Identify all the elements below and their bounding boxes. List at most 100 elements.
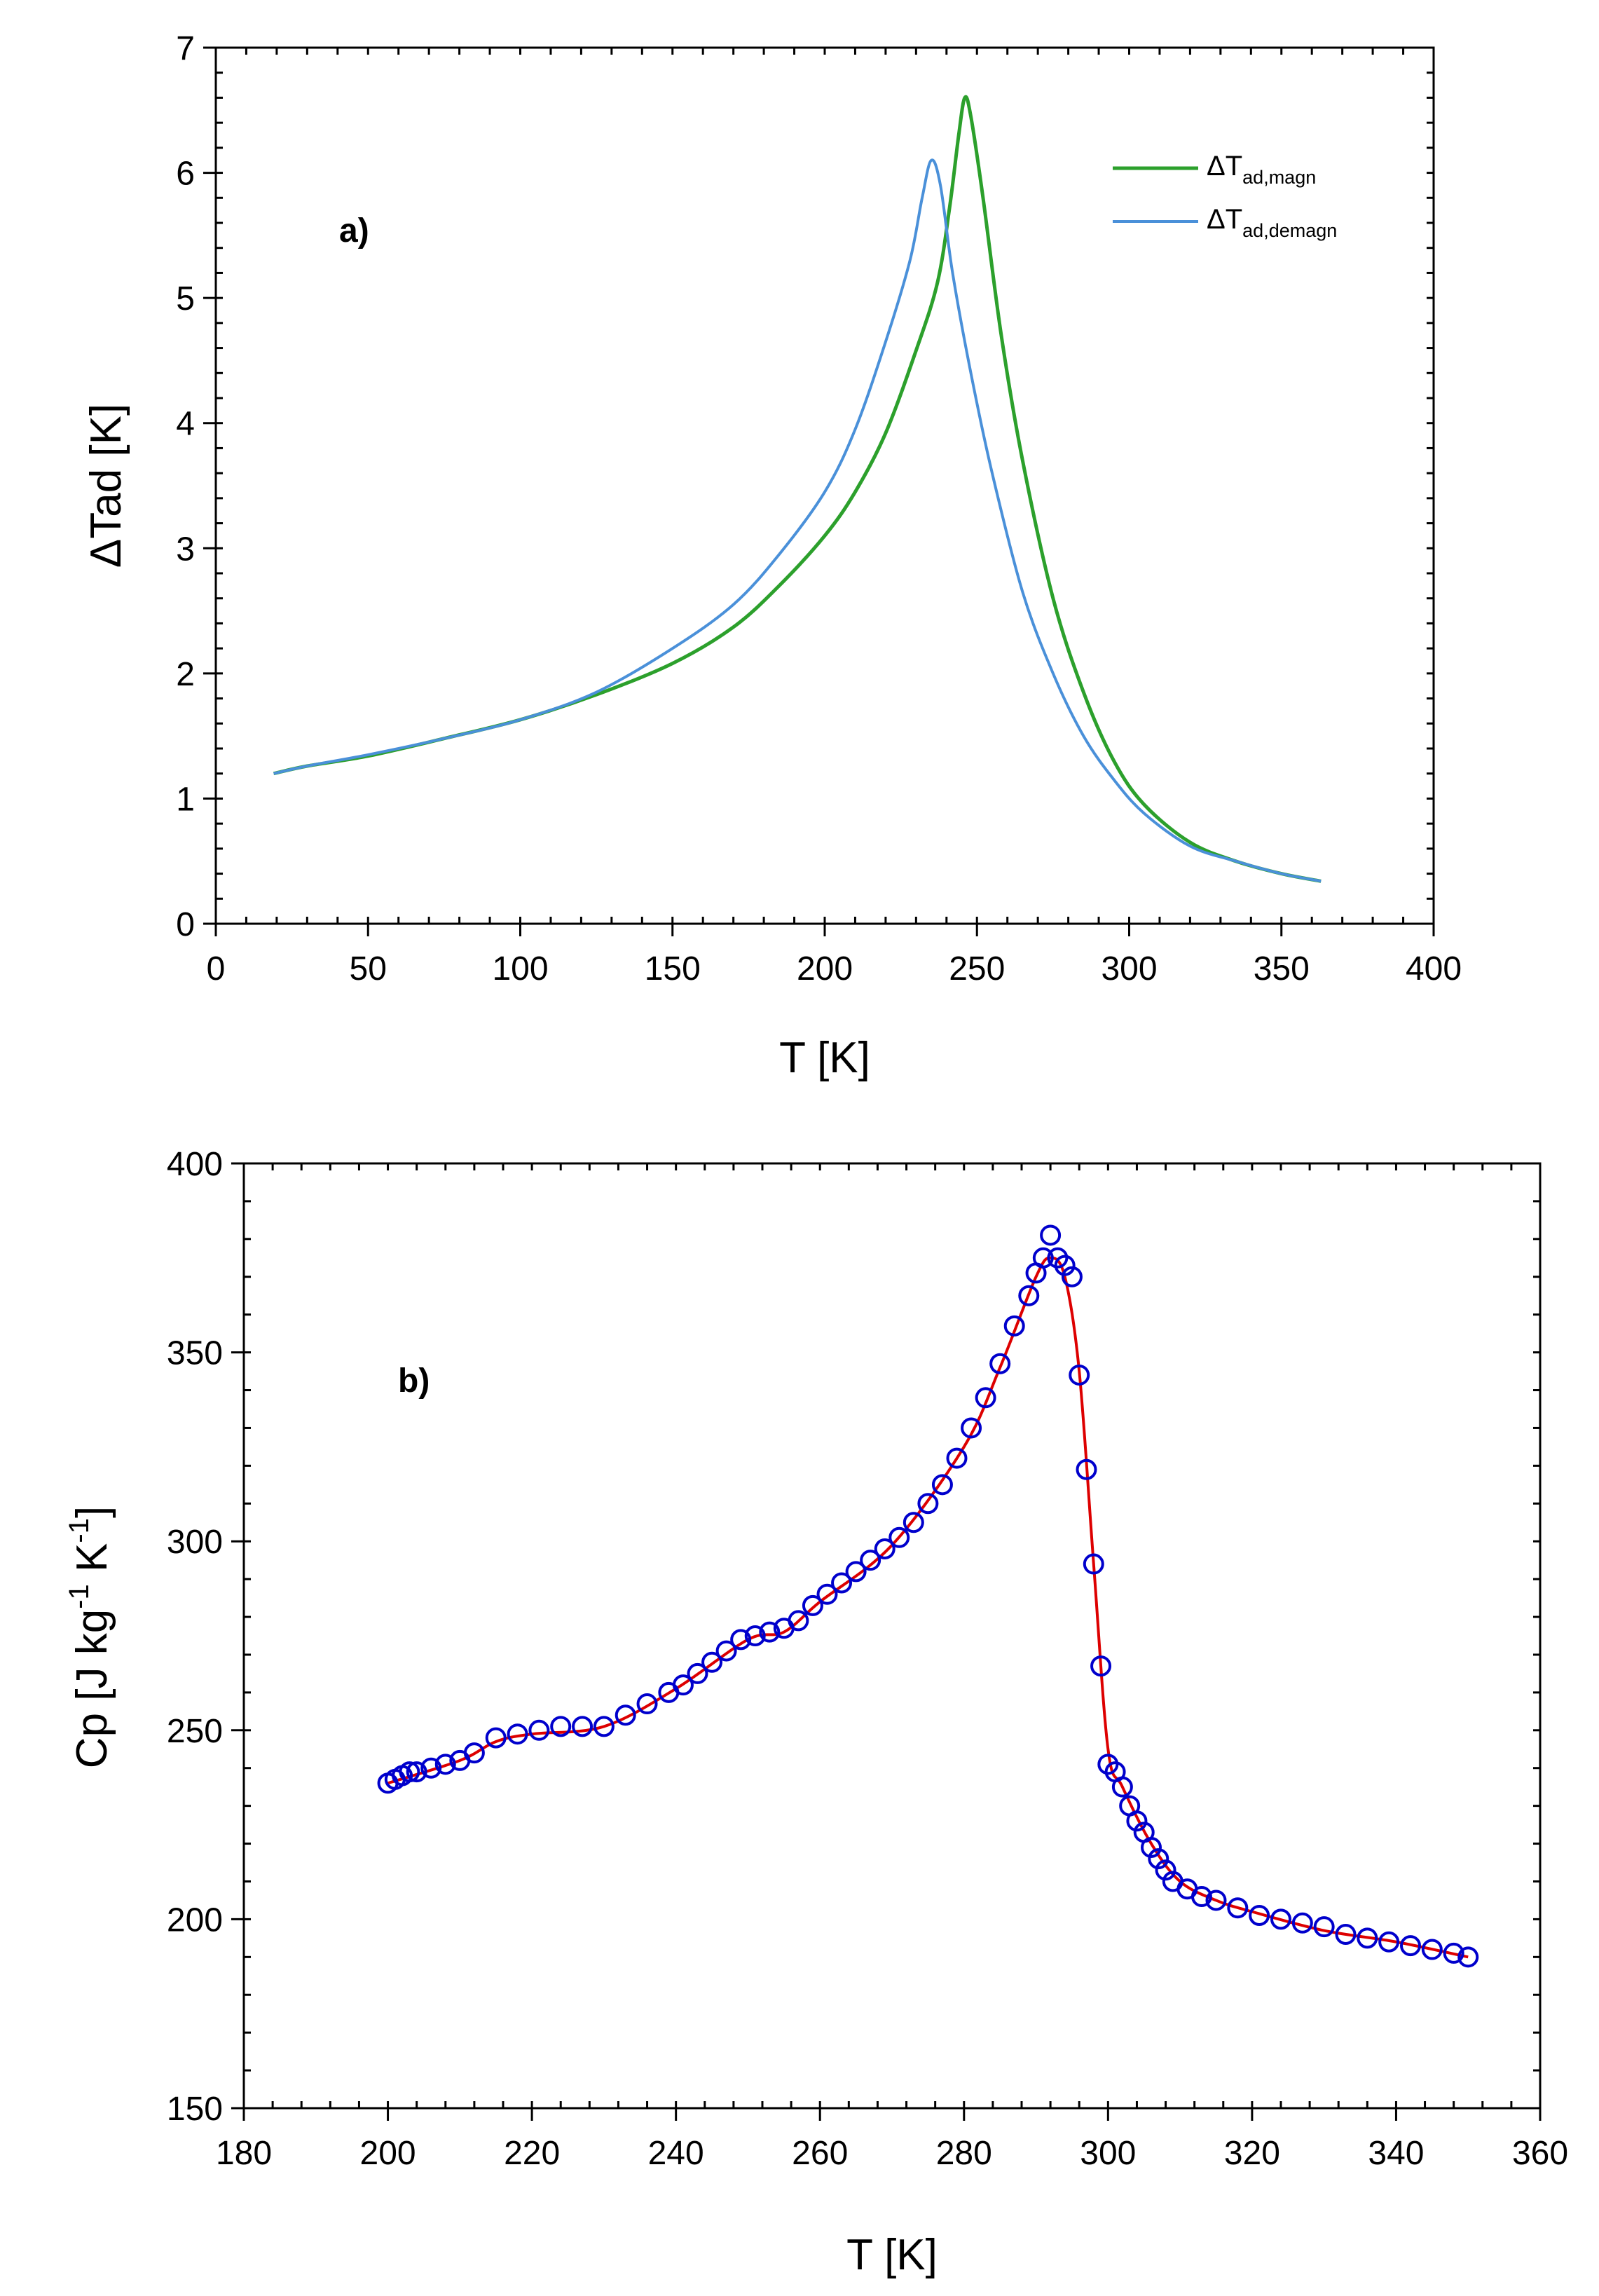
data-point <box>593 1716 615 1737</box>
panel-a-y-tick-label: 1 <box>176 781 195 818</box>
data-point <box>1335 1923 1357 1945</box>
panel-b-y-tick-label: 400 <box>167 1146 223 1183</box>
data-point <box>1400 1935 1421 1957</box>
data-point <box>1155 1859 1176 1881</box>
panel-b-y-tick-label: 350 <box>167 1335 223 1372</box>
panel-b-x-tick-label: 320 <box>1224 2135 1280 2172</box>
legend-magn-main: ΔT <box>1207 151 1242 182</box>
panel-b-y-tick-label: 300 <box>167 1524 223 1561</box>
data-point <box>1457 1946 1479 1968</box>
data-point <box>931 1474 953 1496</box>
data-point <box>1141 1836 1162 1858</box>
panel-a-x-tick-label: 200 <box>797 950 853 988</box>
panel-a-y-axis-title: ΔTad [K] <box>82 404 130 568</box>
data-point <box>572 1716 593 1737</box>
data-point <box>672 1674 694 1696</box>
data-point <box>917 1493 939 1515</box>
panel-a-y-tick-label: 3 <box>176 531 195 568</box>
data-point <box>989 1353 1011 1374</box>
data-point <box>831 1572 853 1594</box>
data-point <box>1291 1912 1313 1934</box>
panel-b-y-axis-title: Cp [J kg-1 K-1] <box>64 1506 116 1768</box>
data-point <box>1032 1247 1054 1269</box>
legend-demagn-sub: ad,demagn <box>1242 220 1337 241</box>
panel-b-y-title-mid: K <box>68 1543 116 1585</box>
panel-a-x-tick-label: 0 <box>207 950 226 988</box>
data-point <box>1421 1939 1443 1960</box>
panel-a-ticks: 0 50 100 150 200 250 300 350 400 0 1 2 3 4 5 6 7 <box>176 30 1462 988</box>
panel-b-x-tick-label: 220 <box>504 2135 560 2172</box>
data-point <box>860 1550 881 1571</box>
data-point <box>1205 1890 1227 1911</box>
data-point <box>888 1526 910 1548</box>
data-point <box>715 1640 737 1662</box>
legend-demagn-label: ΔTad,demagn <box>1207 204 1337 241</box>
panel-a-x-tick-label: 250 <box>949 950 1005 988</box>
data-point <box>1076 1458 1097 1480</box>
panel-b-x-tick-label: 280 <box>936 2135 992 2172</box>
data-point <box>788 1610 809 1632</box>
data-point <box>1313 1916 1335 1938</box>
legend-magn-sub: ad,magn <box>1242 167 1316 188</box>
data-point <box>1378 1931 1400 1953</box>
panel-b-y-title-sup-1: -1 <box>64 1584 95 1609</box>
data-point <box>1003 1315 1025 1337</box>
data-point <box>1357 1927 1378 1949</box>
data-point <box>903 1512 924 1533</box>
panel-a-x-tick-label: 50 <box>350 950 387 988</box>
data-point <box>636 1693 658 1715</box>
data-point <box>1040 1224 1062 1246</box>
data-point <box>550 1716 572 1737</box>
data-point <box>463 1742 485 1764</box>
panel-a-series <box>273 95 1322 883</box>
data-point <box>946 1447 968 1469</box>
panel-b-plot-frame <box>242 1162 1542 2110</box>
data-point <box>759 1621 781 1643</box>
panel-b-y-title-end: ] <box>68 1506 116 1518</box>
data-point <box>1190 1886 1212 1908</box>
data-point <box>1111 1776 1133 1798</box>
series-demagn-line <box>273 158 1322 883</box>
panel-b-x-tick-label: 360 <box>1512 2135 1568 2172</box>
data-point <box>420 1757 442 1779</box>
series-magn-line <box>273 95 1322 883</box>
data-point <box>1054 1255 1076 1276</box>
panel-b-ticks: 180 200 220 240 260 280 300 320 340 360 150 200 250 3… <box>167 1146 1568 2172</box>
panel-a-x-tick-label: 100 <box>492 950 548 988</box>
data-point <box>528 1719 550 1741</box>
data-point <box>845 1561 867 1583</box>
data-point <box>485 1727 507 1749</box>
panel-b-y-tick-label: 200 <box>167 1901 223 1939</box>
panel-a-chart: 0 50 100 150 200 250 300 350 400 0 1 2 3 4 5 6 7 a) T [K… <box>82 30 1462 1082</box>
data-point <box>406 1761 427 1783</box>
panel-a-y-tick-label: 6 <box>176 156 195 193</box>
data-point <box>730 1629 752 1651</box>
panel-b-y-title-sup-2: -1 <box>64 1518 95 1543</box>
data-point <box>1018 1285 1040 1306</box>
panel-a-x-tick-label: 150 <box>645 950 701 988</box>
panel-b-y-title-main: Cp [J kg <box>68 1609 116 1768</box>
data-point <box>744 1625 766 1646</box>
panel-a-y-tick-label: 0 <box>176 906 195 943</box>
panel-a-y-tick-label: 7 <box>176 30 195 67</box>
data-point <box>975 1387 996 1409</box>
data-point <box>1083 1553 1104 1575</box>
data-point <box>816 1583 838 1605</box>
data-point <box>1090 1655 1112 1677</box>
data-point <box>1126 1810 1148 1832</box>
panel-b-label: b) <box>398 1362 430 1400</box>
data-point <box>399 1761 420 1783</box>
data-point <box>1148 1848 1169 1870</box>
data-point <box>802 1594 823 1616</box>
panel-a-x-tick-label: 400 <box>1406 950 1462 988</box>
panel-b-x-tick-label: 180 <box>216 2135 272 2172</box>
panel-b-y-tick-label: 250 <box>167 1713 223 1750</box>
data-point <box>687 1662 708 1684</box>
panel-a-label: a) <box>339 212 369 250</box>
data-point <box>1227 1897 1249 1919</box>
panel-b-y-tick-label: 150 <box>167 2091 223 2128</box>
panel-a-x-tick-label: 300 <box>1101 950 1157 988</box>
panel-a-x-axis-title: T [K] <box>779 1034 870 1082</box>
data-point <box>1249 1905 1270 1927</box>
